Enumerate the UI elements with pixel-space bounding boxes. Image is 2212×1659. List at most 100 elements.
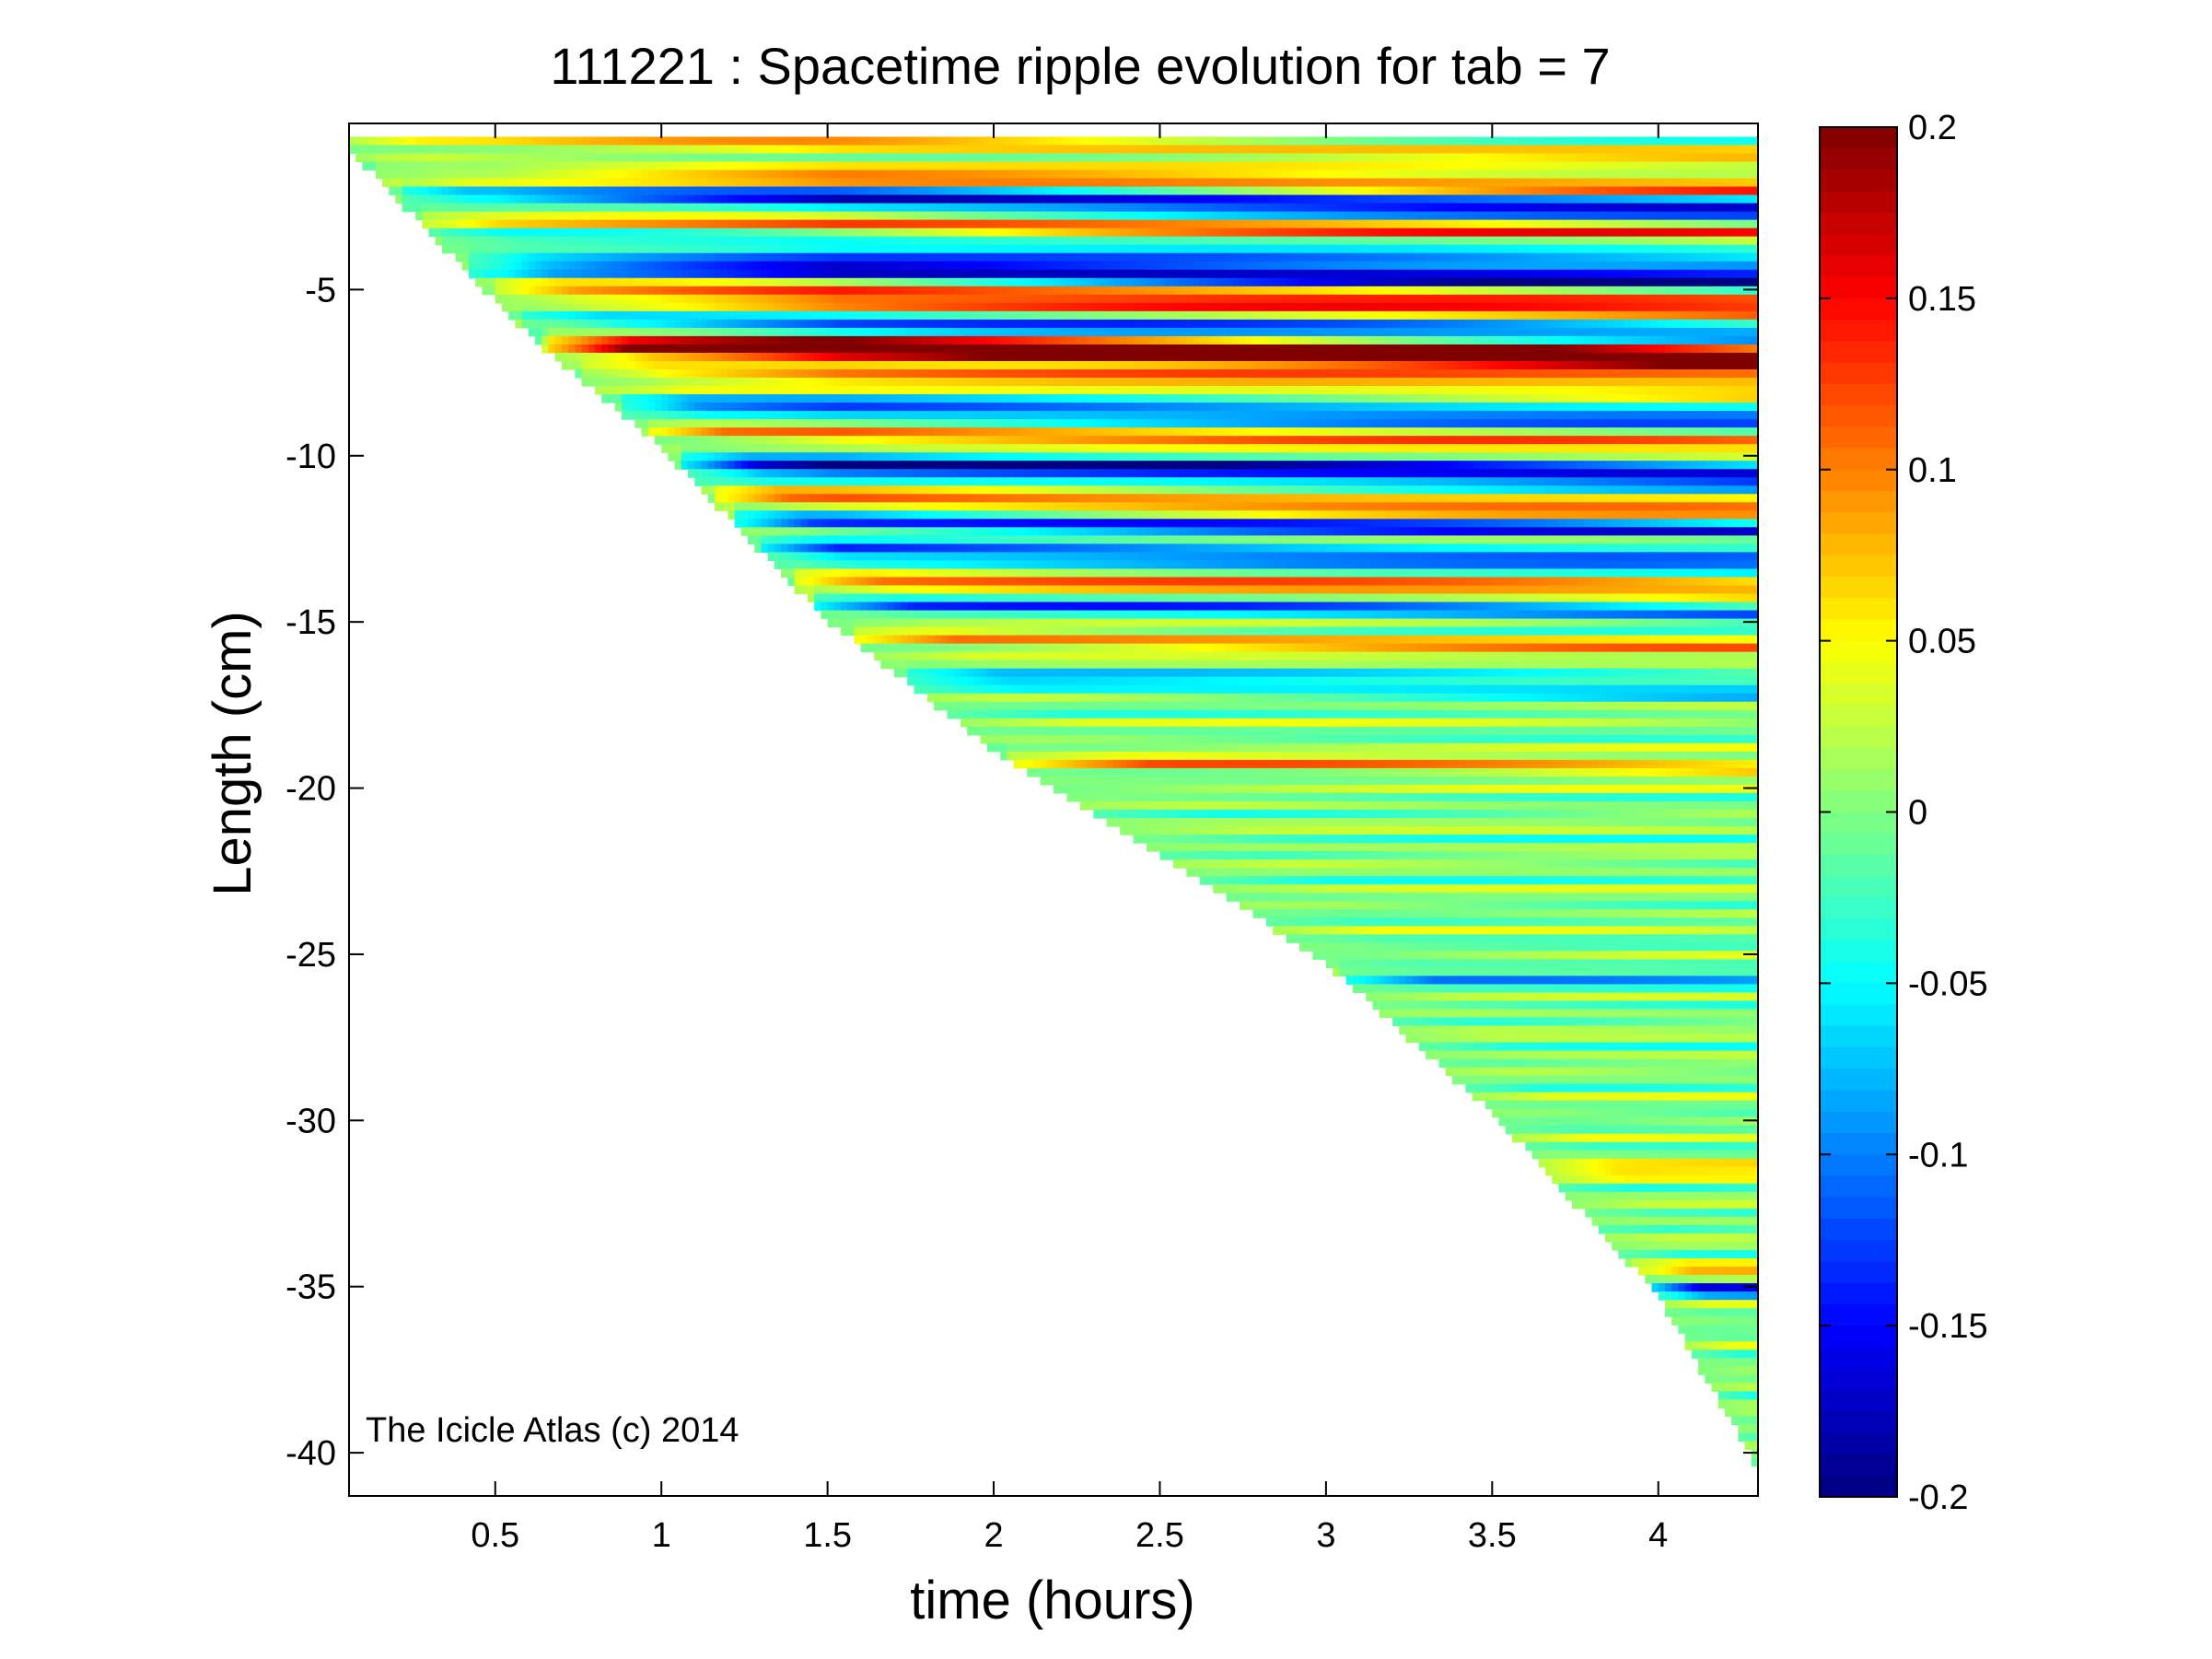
heatmap-cell: [1046, 577, 1054, 587]
heatmap-cell: [761, 469, 769, 478]
heatmap-cell: [1040, 153, 1048, 163]
heatmap-cell: [595, 294, 602, 304]
heatmap-cell: [880, 626, 889, 637]
heatmap-cell: [1060, 386, 1068, 395]
heatmap-cell: [926, 527, 935, 536]
heatmap-cell: [588, 368, 596, 379]
heatmap-cell: [1066, 403, 1075, 412]
heatmap-cell: [1079, 452, 1088, 461]
heatmap-cell: [581, 252, 589, 263]
heatmap-cell: [867, 377, 875, 387]
heatmap-cell: [1060, 327, 1068, 337]
heatmap-cell: [1046, 211, 1054, 221]
heatmap-cell: [521, 294, 530, 304]
heatmap-cell: [1066, 718, 1075, 728]
heatmap-cell: [953, 277, 961, 287]
heatmap-cell: [901, 203, 908, 213]
heatmap-cell: [647, 386, 656, 395]
heatmap-cell: [1066, 368, 1075, 379]
heatmap-cell: [1040, 552, 1048, 562]
heatmap-cell: [847, 228, 856, 238]
heatmap-cell: [634, 277, 643, 287]
heatmap-cell: [1087, 153, 1094, 163]
heatmap-cell: [748, 228, 755, 238]
heatmap-cell: [880, 602, 889, 612]
heatmap-cell: [893, 635, 902, 645]
heatmap-cell: [953, 585, 961, 595]
heatmap-cell: [495, 261, 503, 271]
heatmap-cell: [1033, 236, 1042, 246]
heatmap-cell: [953, 403, 961, 412]
heatmap-cell: [761, 436, 769, 445]
heatmap-cell: [1054, 327, 1061, 337]
heatmap-cell: [1033, 436, 1042, 445]
heatmap-cell: [1073, 461, 1081, 470]
heatmap-cell: [926, 502, 935, 511]
heatmap-cell: [893, 568, 902, 578]
heatmap-cell: [1040, 693, 1048, 703]
heatmap-cell: [1027, 277, 1034, 287]
heatmap-cell: [781, 286, 788, 296]
heatmap-cell: [967, 693, 974, 703]
heatmap-cell: [907, 494, 915, 503]
heatmap-cell: [641, 153, 649, 163]
heatmap-cell: [688, 310, 695, 321]
heatmap-cell: [1046, 767, 1054, 777]
heatmap-cell: [1073, 277, 1081, 287]
heatmap-cell: [1079, 602, 1088, 612]
heatmap-cell: [1079, 236, 1088, 246]
heatmap-cell: [688, 335, 695, 345]
heatmap-cell: [800, 169, 809, 180]
heatmap-cell: [554, 302, 563, 312]
heatmap-cell: [893, 494, 902, 503]
heatmap-cell: [435, 211, 443, 221]
heatmap-cell: [807, 560, 815, 570]
heatmap-cell: [767, 510, 775, 520]
heatmap-cell: [1019, 269, 1028, 279]
heatmap-cell: [893, 145, 902, 155]
heatmap-cell: [986, 252, 995, 263]
heatmap-cell: [581, 368, 589, 379]
heatmap-cell: [833, 535, 842, 544]
heatmap-cell: [694, 360, 703, 370]
heatmap-cell: [973, 577, 982, 587]
heatmap-cell: [601, 244, 610, 254]
heatmap-cell: [907, 327, 915, 337]
heatmap-cell: [701, 485, 709, 495]
heatmap-cell: [901, 286, 908, 296]
heatmap-cell: [1079, 477, 1088, 486]
heatmap-cell: [515, 161, 523, 171]
heatmap-cell: [1060, 676, 1068, 686]
heatmap-cell: [1073, 310, 1081, 321]
heatmap-cell: [907, 368, 915, 379]
heatmap-cell: [661, 145, 669, 155]
heatmap-cell: [914, 294, 922, 304]
heatmap-cell: [860, 610, 868, 620]
heatmap-cell: [681, 153, 689, 163]
heatmap-cell: [748, 327, 755, 337]
heatmap-cell: [860, 261, 868, 271]
heatmap-cell: [986, 461, 995, 470]
heatmap-cell: [654, 344, 662, 354]
heatmap-cell: [654, 261, 662, 271]
heatmap-cell: [854, 360, 862, 370]
heatmap-cell: [1060, 219, 1068, 229]
heatmap-cell: [1027, 585, 1034, 595]
heatmap-cell: [1087, 186, 1094, 196]
heatmap-cell: [541, 286, 550, 296]
heatmap-cell: [821, 344, 829, 354]
heatmap-cell: [701, 335, 709, 345]
heatmap-cell: [495, 153, 503, 163]
heatmap-cell: [1000, 203, 1008, 213]
heatmap-cell: [960, 635, 968, 645]
heatmap-cell: [688, 269, 695, 279]
heatmap-cell: [1019, 568, 1028, 578]
heatmap-cell: [707, 186, 716, 196]
heatmap-cell: [787, 452, 796, 461]
heatmap-cell: [1019, 577, 1028, 587]
heatmap-cell: [800, 302, 809, 312]
heatmap-cell: [947, 502, 955, 511]
plot-area: The Icicle Atlas (c) 2014 0.5 1 1.5 2 2.5 3 3.…: [285, 123, 1759, 1555]
heatmap-cell: [515, 252, 523, 263]
heatmap-cell: [688, 327, 695, 337]
